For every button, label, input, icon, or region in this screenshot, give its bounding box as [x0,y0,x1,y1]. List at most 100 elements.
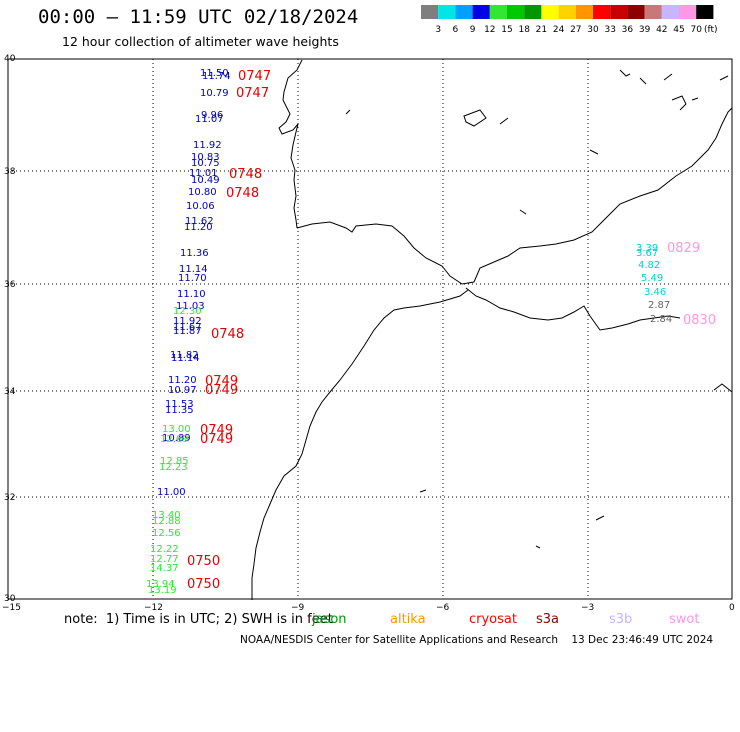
wave-height-label: 4.82 [638,260,660,271]
colorbar-tick-label: 21 [536,25,547,35]
colorbar-swatch [438,5,456,19]
wave-height-label: 11.82 [170,350,199,361]
wave-height-label: 11.50 [200,68,229,79]
wave-height-label: 12.22 [150,544,179,555]
lon-tick: −6 [436,603,450,613]
pass-time-label: 0748 [211,327,244,342]
wave-height-label: 11.70 [178,273,207,284]
lat-tick: 38 [4,167,16,177]
pass-time-label: 0749 [205,383,238,398]
colorbar-swatch [627,5,645,19]
wave-height-label: 12.23 [159,462,188,473]
colorbar-swatch [524,5,542,19]
pass-time-label: 0829 [667,241,700,256]
wave-height-label: 11.53 [165,399,194,410]
page-title: 00:00 – 11:59 UTC 02/18/2024 [38,6,359,28]
wave-height-label: 11.92 [173,316,202,327]
wave-height-label: 10.75 [191,158,220,169]
colorbar-tick-label: 70 [690,25,702,35]
lon-tick: −15 [2,603,21,613]
wave-height-label: 13.00 [162,424,191,435]
colorbar-tick-label: 33 [604,25,615,35]
wave-height-label: 11.92 [193,140,222,151]
wave-height-label: 11.36 [180,248,209,259]
wave-height-label: 10.83 [191,152,220,163]
colorbar-tick-label: 45 [673,25,684,35]
colorbar-swatch [421,5,439,19]
lat-tick: 40 [4,54,16,64]
wave-height-label: 11.00 [157,487,186,498]
wave-height-label: 10.79 [200,88,229,99]
pass-time-label: 0750 [187,554,220,569]
pass-time-label: 0830 [683,313,716,328]
colorbar-swatch [558,5,576,19]
colorbar-swatch [661,5,679,19]
legend-jason: jason [312,612,347,627]
wave-height-label: 11.87 [173,326,202,337]
lon-tick: −12 [144,603,163,613]
coastline [251,59,733,600]
wave-height-label: 12.69 [160,434,189,445]
wave-height-label: 5.49 [641,273,663,284]
altimeter-map: −15 −12 −9 −6 −3 0 40 38 36 34 32 30 [2,54,735,613]
colorbar-tick-label: 42 [656,25,667,35]
colorbar-tick-label: 39 [639,25,651,35]
colorbar-tick-label: 36 [622,25,634,35]
wave-height-colorbar: 3 6 9 12 15 18 21 24 27 30 33 36 39 42 45 70 (ft) [421,5,718,35]
pass-time-label: 0749 [200,432,233,447]
colorbar-swatch [575,5,593,19]
wave-height-label: 11.01 [189,168,218,179]
graticule [8,59,732,599]
legend-cryosat: cryosat [469,612,517,627]
wave-height-label: 11.03 [176,301,205,312]
lon-tick-labels: −15 −12 −9 −6 −3 0 [2,603,735,613]
wave-height-label: 10.80 [188,187,217,198]
colorbar-tick-label: 18 [518,25,530,35]
wave-height-label: 12.56 [152,528,181,539]
pass-time-label: 0747 [238,69,271,84]
lat-tick-labels: 40 38 36 34 32 30 [4,54,16,604]
legend-s3a: s3a [536,612,560,627]
wave-height-label: 14.37 [150,563,179,574]
wave-height-label: 11.14 [171,353,200,364]
wave-height-label: 3.39 [636,243,658,254]
colorbar-tick-label: 6 [453,25,459,35]
colorbar-tick-label: 24 [553,25,565,35]
colorbar-swatch [489,5,507,19]
wave-height-label: 13.40 [152,510,181,521]
colorbar-swatch [541,5,559,19]
footer-note-row: note: 1) Time is in UTC; 2) SWH is in fe… [64,612,699,732]
colorbar-swatch [507,5,525,19]
colorbar-swatch [472,5,490,19]
islands [345,69,729,549]
colorbar-tick-label: 27 [570,25,581,35]
pass-time-label: 0748 [229,167,262,182]
wave-height-label: 2.84 [650,314,672,325]
wave-height-label: 11.20 [168,375,197,386]
lon-tick: 0 [729,603,735,613]
page-subtitle: 12 hour collection of altimeter wave hei… [62,34,339,49]
lat-tick: 30 [4,594,16,604]
colorbar-tick-label: 30 [587,25,599,35]
wave-height-label: 11.35 [165,405,194,416]
wave-height-label: 12.30 [173,306,202,317]
wave-height-label: 9.96 [201,110,223,121]
wave-height-label: 2.87 [648,300,670,311]
colorbar-swatch [455,5,473,19]
wave-height-label: 12.77 [150,554,179,565]
wave-height-label: 3.67 [636,248,658,259]
wave-height-label: 11.74 [202,71,231,82]
lat-tick: 32 [4,493,15,503]
legend-altika: altika [390,612,426,627]
legend-s3b: s3b [609,612,633,627]
wave-height-label: 11.14 [179,264,208,275]
colorbar-tick-label: 9 [470,25,476,35]
wave-height-label: 10.06 [186,201,215,212]
wave-height-label: 3.46 [644,287,666,298]
footer-note: note: 1) Time is in UTC; 2) SWH is in fe… [64,612,333,627]
wave-height-label: 11.62 [185,216,214,227]
wave-height-label: 10.89 [162,433,191,444]
wave-height-label: 10.49 [191,175,220,186]
colorbar-unit: (ft) [704,25,718,35]
wave-height-label: 11.20 [184,222,213,233]
